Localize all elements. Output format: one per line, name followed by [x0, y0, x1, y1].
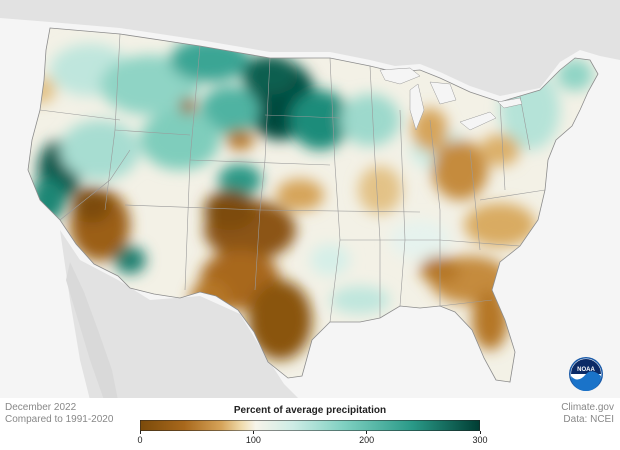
- baja-peninsula: [66, 262, 118, 400]
- baseline-label: Compared to 1991-2020: [5, 414, 114, 425]
- noaa-logo-icon: NOAA: [569, 357, 603, 391]
- credit-source: Climate.gov: [561, 402, 614, 413]
- map-footer: December 2022 Compared to 1991-2020 Perc…: [0, 398, 620, 450]
- legend-tick-label: 300: [472, 435, 488, 445]
- legend-tick-mark: [366, 431, 368, 434]
- legend-tick-label: 200: [359, 435, 375, 445]
- legend-tick-mark: [139, 431, 141, 434]
- map-meta-left: December 2022 Compared to 1991-2020: [5, 402, 113, 426]
- legend-title: Percent of average precipitation: [233, 405, 387, 416]
- legend-tick-mark: [479, 431, 481, 434]
- credit-data: Data: NCEI: [563, 414, 614, 425]
- noaa-logo-text: NOAA: [577, 367, 595, 373]
- legend-color-bar: [140, 420, 480, 431]
- precipitation-map: NOAA: [0, 0, 620, 400]
- legend-tick-label: 100: [245, 435, 261, 445]
- map-svg: [0, 0, 620, 400]
- map-meta-right: Climate.gov Data: NCEI: [561, 402, 614, 426]
- legend-tick-label: 0: [137, 435, 143, 445]
- legend-tick-mark: [252, 431, 254, 434]
- state-borders: [39, 33, 546, 323]
- period-label: December 2022: [5, 402, 77, 413]
- canada-land: [0, 0, 620, 96]
- great-lakes: [379, 67, 523, 131]
- mexico-land: [60, 230, 300, 400]
